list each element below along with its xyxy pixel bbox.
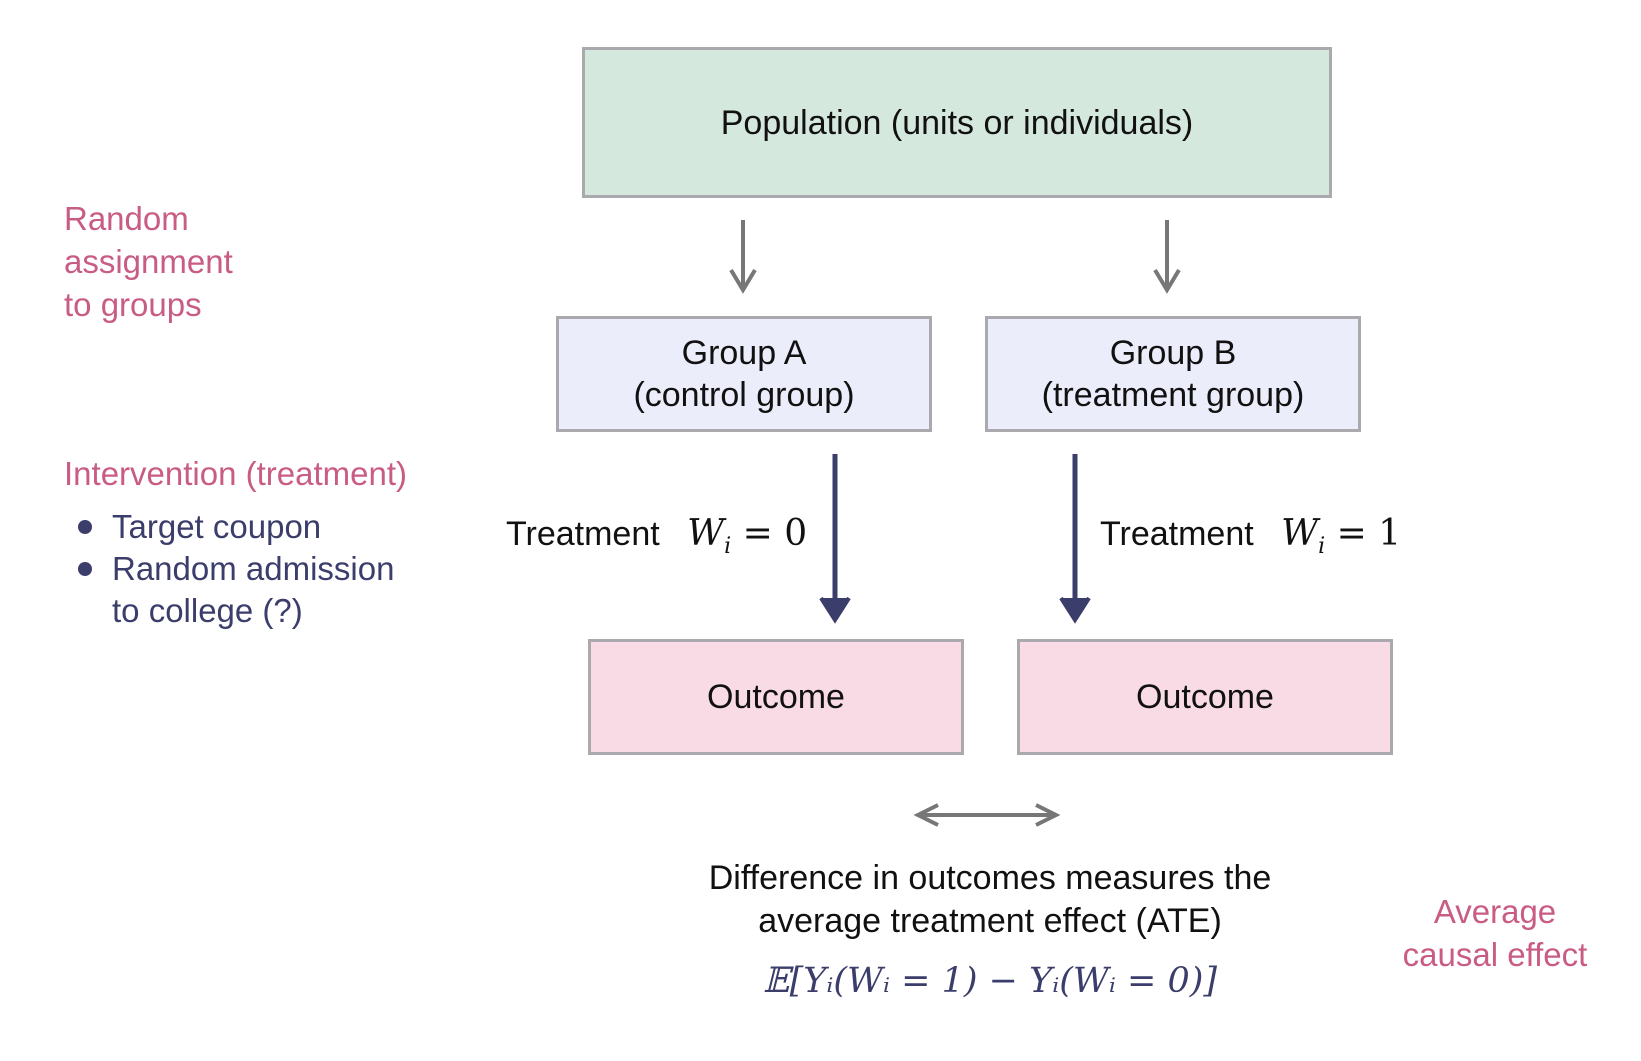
bullet-dot-icon [78,520,92,534]
treatment-label-b: Treatment Wi = 1 [1100,512,1401,568]
treatment-formula-a: Wi = 0 [687,513,808,560]
group-a-box: Group A (control group) [556,316,932,432]
assignment-arrow-a [729,220,757,294]
average-causal-effect-line-2: causal effect [1402,936,1588,973]
bullet-dot-icon [78,562,92,576]
group-b-box: Group B (treatment group) [985,316,1361,432]
outcome-b-box: Outcome [1017,639,1393,755]
group-b-subtitle: (treatment group) [1041,376,1305,414]
intervention-title: Intervention (treatment) [64,455,407,492]
population-box: Population (units or individuals) [582,47,1332,198]
random-assignment-line-1: Random [64,200,189,237]
treatment-label-a: Treatment Wi = 0 [506,512,807,568]
random-assignment-label: Random assignment to groups [64,197,233,326]
population-label: Population (units or individuals) [720,103,1194,142]
treatment-word-a: Treatment [506,515,660,553]
list-item: to college (?) [112,592,303,629]
list-item: Random admission [76,548,394,590]
difference-line-2: average treatment effect (ATE) [758,902,1222,940]
comparison-double-arrow [913,803,1061,827]
average-causal-effect-label: Average causal effect [1390,890,1600,976]
difference-text: Difference in outcomes measures the aver… [640,857,1340,943]
outcome-b-label: Outcome [1136,678,1274,716]
outcome-a-label: Outcome [707,678,845,716]
group-a-title: Group A [681,334,807,372]
ate-formula: 𝔼[Yᵢ(Wᵢ = 1) − Yᵢ(Wᵢ = 0)] [762,961,1218,1001]
treatment-formula-b: Wi = 1 [1281,513,1402,560]
average-causal-effect-line-1: Average [1433,893,1557,930]
difference-line-1: Difference in outcomes measures the [708,859,1272,897]
random-assignment-line-3: to groups [64,286,202,323]
intervention-list: Target coupon Random admission to colleg… [76,506,394,632]
random-assignment-line-2: assignment [64,243,233,280]
assignment-arrow-b [1153,220,1181,294]
list-item: Target coupon [76,506,394,548]
treatment-arrow-b [1059,454,1091,624]
group-a-subtitle: (control group) [633,376,855,414]
group-b-title: Group B [1109,334,1237,372]
treatment-word-b: Treatment [1100,515,1254,553]
outcome-a-box: Outcome [588,639,964,755]
treatment-arrow-a [819,454,851,624]
